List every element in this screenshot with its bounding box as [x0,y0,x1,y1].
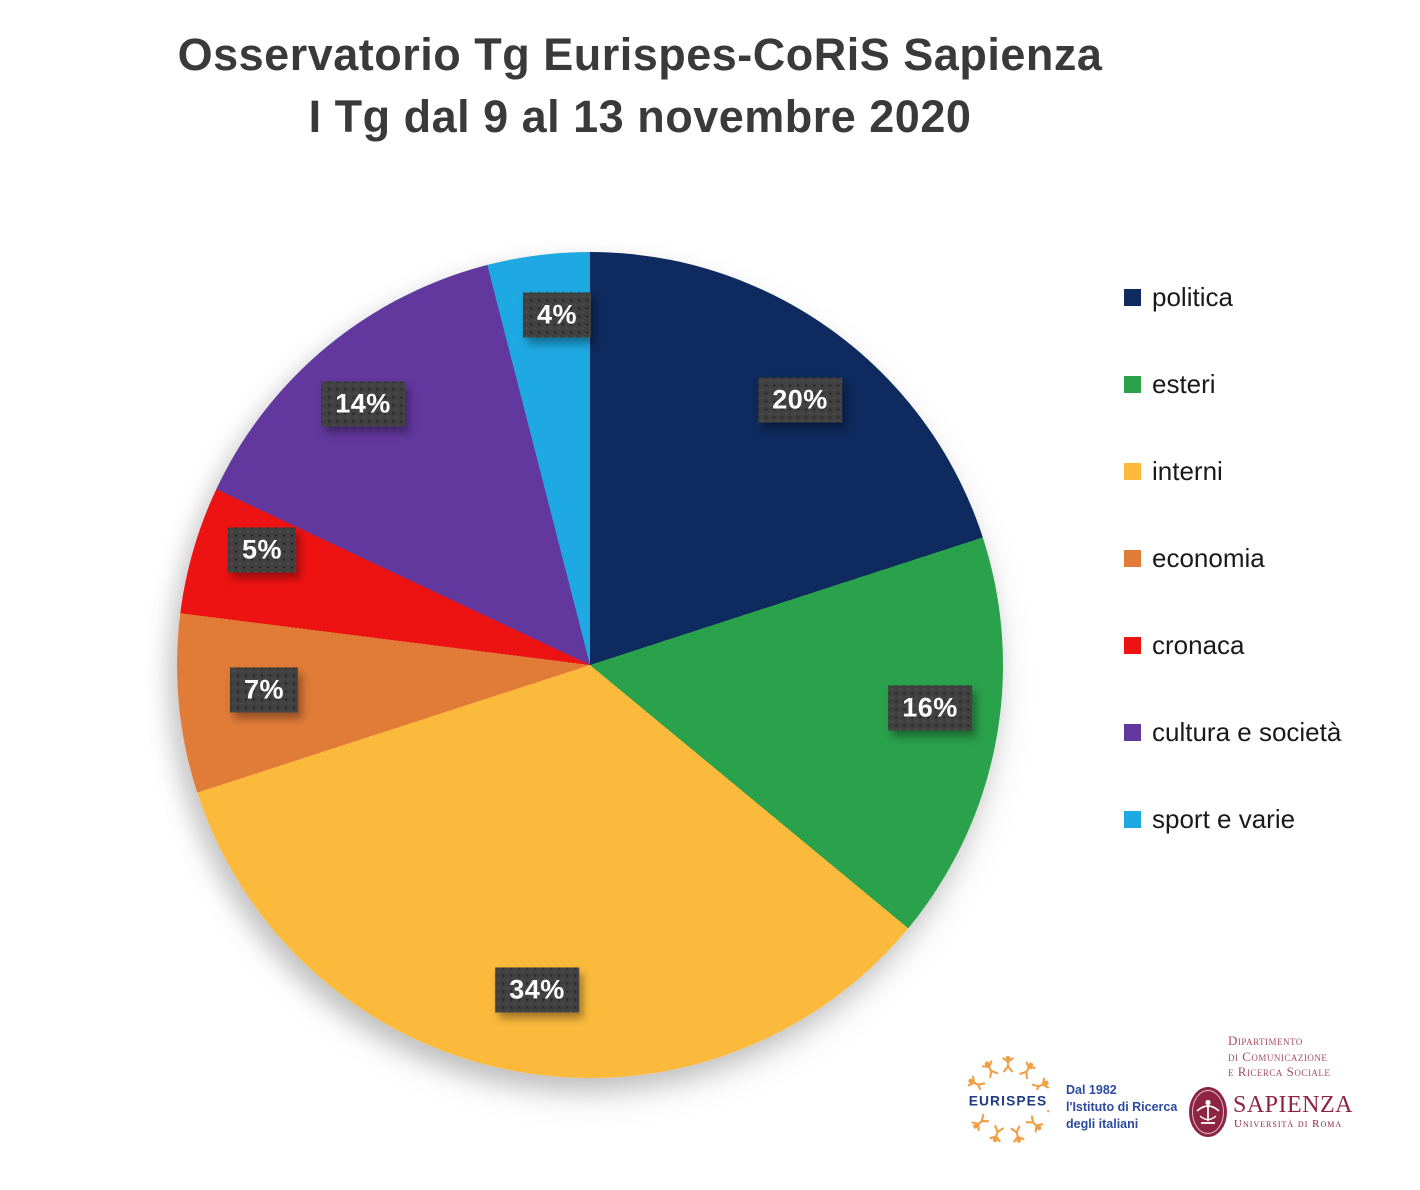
pie-label-interni: 34% [495,968,579,1013]
eurispes-tagline: Dal 1982 l'Istituto di Ricerca degli ita… [1066,1082,1177,1133]
pie-label-economia: 7% [230,668,298,713]
legend-item-interni: interni [1124,457,1341,485]
legend-swatch-interni [1124,462,1141,480]
pie-chart [177,252,1003,1078]
legend-item-sport-e-varie: sport e varie [1124,805,1341,833]
sapienza-dept-line3: e Ricerca Sociale [1228,1064,1331,1079]
legend-swatch-economia [1124,549,1141,567]
sapienza-department-text: Dipartimento di Comunicazione e Ricerca … [1228,1033,1330,1080]
pie-label-esteri: 16% [888,686,972,731]
legend-label-economia: economia [1152,543,1265,573]
legend-item-esteri: esteri [1124,370,1341,398]
pie-label-politica: 20% [758,378,842,423]
eurispes-logo-icon: EURISPES [962,1054,1054,1145]
legend-label-sport-e-varie: sport e varie [1152,804,1296,834]
sapienza-emblem-icon [1189,1087,1227,1137]
eurispes-tagline-line1: Dal 1982 [1066,1083,1117,1097]
legend-item-cultura-e-societa: cultura e società [1124,718,1341,746]
eurispes-wordmark: EURISPES [969,1094,1048,1109]
legend: politica esteri interni economia cronaca… [1124,283,1341,833]
chart-title-line2: I Tg dal 9 al 13 novembre 2020 [308,91,972,142]
legend-swatch-sport-e-varie [1124,810,1141,828]
sapienza-dept-line1: Dipartimento [1228,1033,1303,1048]
sapienza-wordmark: SAPIENZA [1233,1092,1354,1118]
legend-item-economia: economia [1124,544,1341,572]
sapienza-dept-line2: di Comunicazione [1228,1048,1328,1064]
pie-label-sport-e-varie: 4% [523,293,591,338]
sapienza-subtitle: Università di Roma [1234,1118,1343,1130]
legend-swatch-politica [1124,288,1141,306]
legend-swatch-cultura-e-societa [1124,723,1141,741]
legend-item-politica: politica [1124,283,1341,311]
legend-label-esteri: esteri [1152,369,1216,399]
legend-swatch-esteri [1124,375,1141,393]
legend-item-cronaca: cronaca [1124,631,1341,659]
eurispes-tagline-line3: degli italiani [1066,1117,1139,1131]
legend-label-cultura-e-societa: cultura e società [1152,717,1342,747]
pie-label-cronaca: 5% [228,528,296,573]
legend-label-interni: interni [1152,456,1223,486]
legend-label-cronaca: cronaca [1152,630,1245,660]
legend-label-politica: politica [1152,282,1233,312]
chart-title-line1: Osservatorio Tg Eurispes-CoRiS Sapienza [177,29,1103,80]
legend-swatch-cronaca [1124,636,1141,654]
pie-label-cultura-e-societa: 14% [321,382,405,427]
chart-title: Osservatorio Tg Eurispes-CoRiS Sapienza … [0,24,1280,148]
eurispes-tagline-line2: l'Istituto di Ricerca [1066,1100,1178,1114]
